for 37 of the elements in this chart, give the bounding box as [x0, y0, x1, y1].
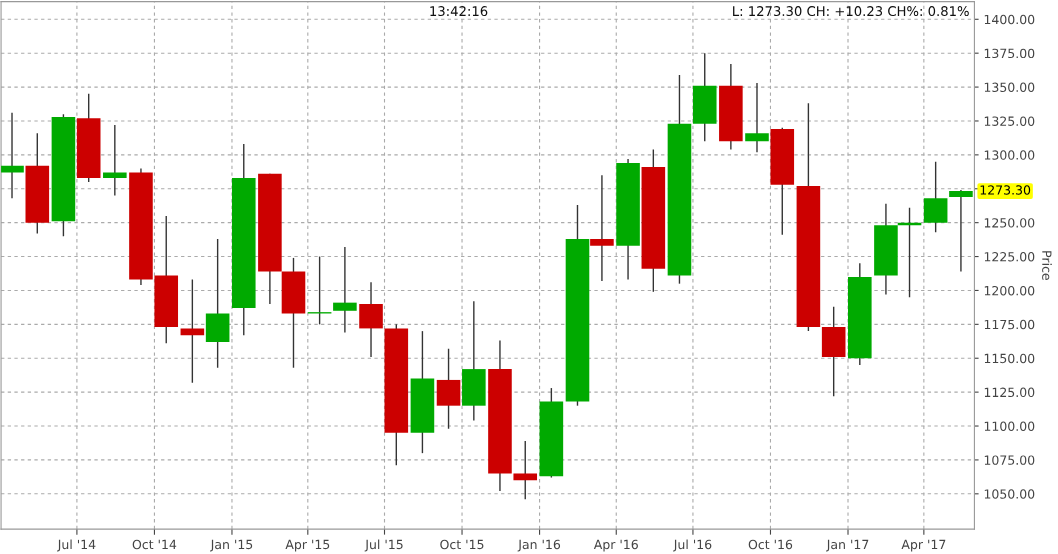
y-tick-label: 1250.00 [984, 218, 1035, 228]
y-tick-label: 1075.00 [984, 455, 1035, 465]
annotation: 1273.30 [980, 185, 1031, 195]
candlestick [513, 440, 538, 500]
candlestick [333, 246, 357, 334]
y-tick-label: 1100.00 [984, 421, 1035, 431]
x-tick-label: Oct '14 [132, 539, 177, 550]
candlestick [949, 189, 973, 273]
x-tick-label: Apr '16 [593, 539, 638, 552]
y-tick-label: 1375.00 [984, 48, 1035, 59]
candlestick [745, 82, 769, 153]
x-tick-label: Apr '17 [901, 539, 946, 552]
x-tick-label: Oct '16 [748, 539, 793, 550]
y-tick-label: 1200.00 [984, 285, 1035, 296]
candlestick [103, 124, 127, 197]
y-tick-label: 1225.00 [984, 252, 1035, 262]
y-tick-label: 1350.00 [984, 82, 1035, 92]
annotation: L: 1273.30 CH: +10.23 CH%: 0.81% [733, 6, 969, 17]
y-axis-title: Price [1042, 251, 1052, 280]
x-tick-label: Jan '17 [826, 539, 869, 552]
x-tick-label: Jan '16 [517, 539, 561, 552]
y-tick-label: 1175.00 [984, 319, 1035, 330]
y-tick-label: 1050.00 [984, 489, 1035, 499]
y-tick-label: 1300.00 [984, 150, 1035, 160]
candlestick [590, 174, 614, 282]
x-tick-label: Jul '15 [364, 539, 403, 552]
annotation: 13:42:16 [430, 6, 488, 17]
y-tick-label: 1150.00 [984, 353, 1035, 364]
x-tick-label: Jul '16 [673, 539, 712, 552]
x-tick-label: Jan '15 [210, 539, 253, 552]
x-tick-label: Jul '14 [57, 539, 96, 552]
y-tick-label: 1125.00 [984, 387, 1035, 398]
candlestick [180, 278, 205, 384]
x-tick-label: Apr '15 [285, 539, 330, 552]
y-tick-label: 1400.00 [984, 14, 1035, 25]
y-tick-label: 1325.00 [984, 116, 1035, 126]
x-tick-label: Oct '15 [440, 539, 484, 550]
